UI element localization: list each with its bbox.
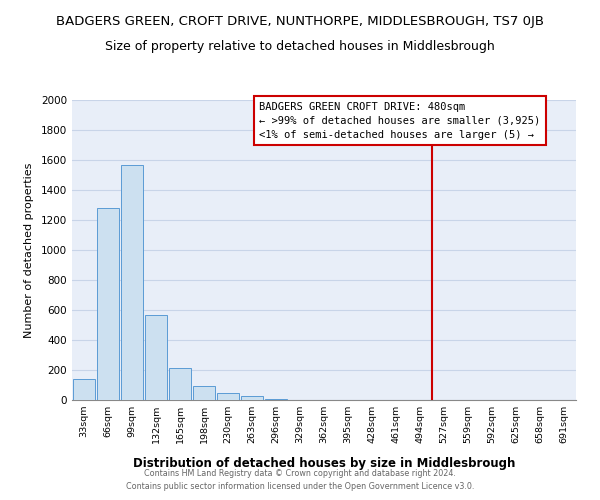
X-axis label: Distribution of detached houses by size in Middlesbrough: Distribution of detached houses by size … [133, 457, 515, 470]
Y-axis label: Number of detached properties: Number of detached properties [24, 162, 34, 338]
Bar [193, 386, 215, 400]
Text: Contains public sector information licensed under the Open Government Licence v3: Contains public sector information licen… [126, 482, 474, 491]
Bar [97, 208, 119, 400]
Bar [241, 396, 263, 400]
Bar [265, 398, 287, 400]
Bar [145, 314, 167, 400]
Text: Contains HM Land Registry data © Crown copyright and database right 2024.: Contains HM Land Registry data © Crown c… [144, 468, 456, 477]
Text: BADGERS GREEN CROFT DRIVE: 480sqm
← >99% of detached houses are smaller (3,925)
: BADGERS GREEN CROFT DRIVE: 480sqm ← >99%… [259, 102, 541, 140]
Text: BADGERS GREEN, CROFT DRIVE, NUNTHORPE, MIDDLESBROUGH, TS7 0JB: BADGERS GREEN, CROFT DRIVE, NUNTHORPE, M… [56, 15, 544, 28]
Bar [169, 368, 191, 400]
Bar [73, 379, 95, 400]
Text: Size of property relative to detached houses in Middlesbrough: Size of property relative to detached ho… [105, 40, 495, 53]
Bar [217, 392, 239, 400]
Bar [121, 164, 143, 400]
